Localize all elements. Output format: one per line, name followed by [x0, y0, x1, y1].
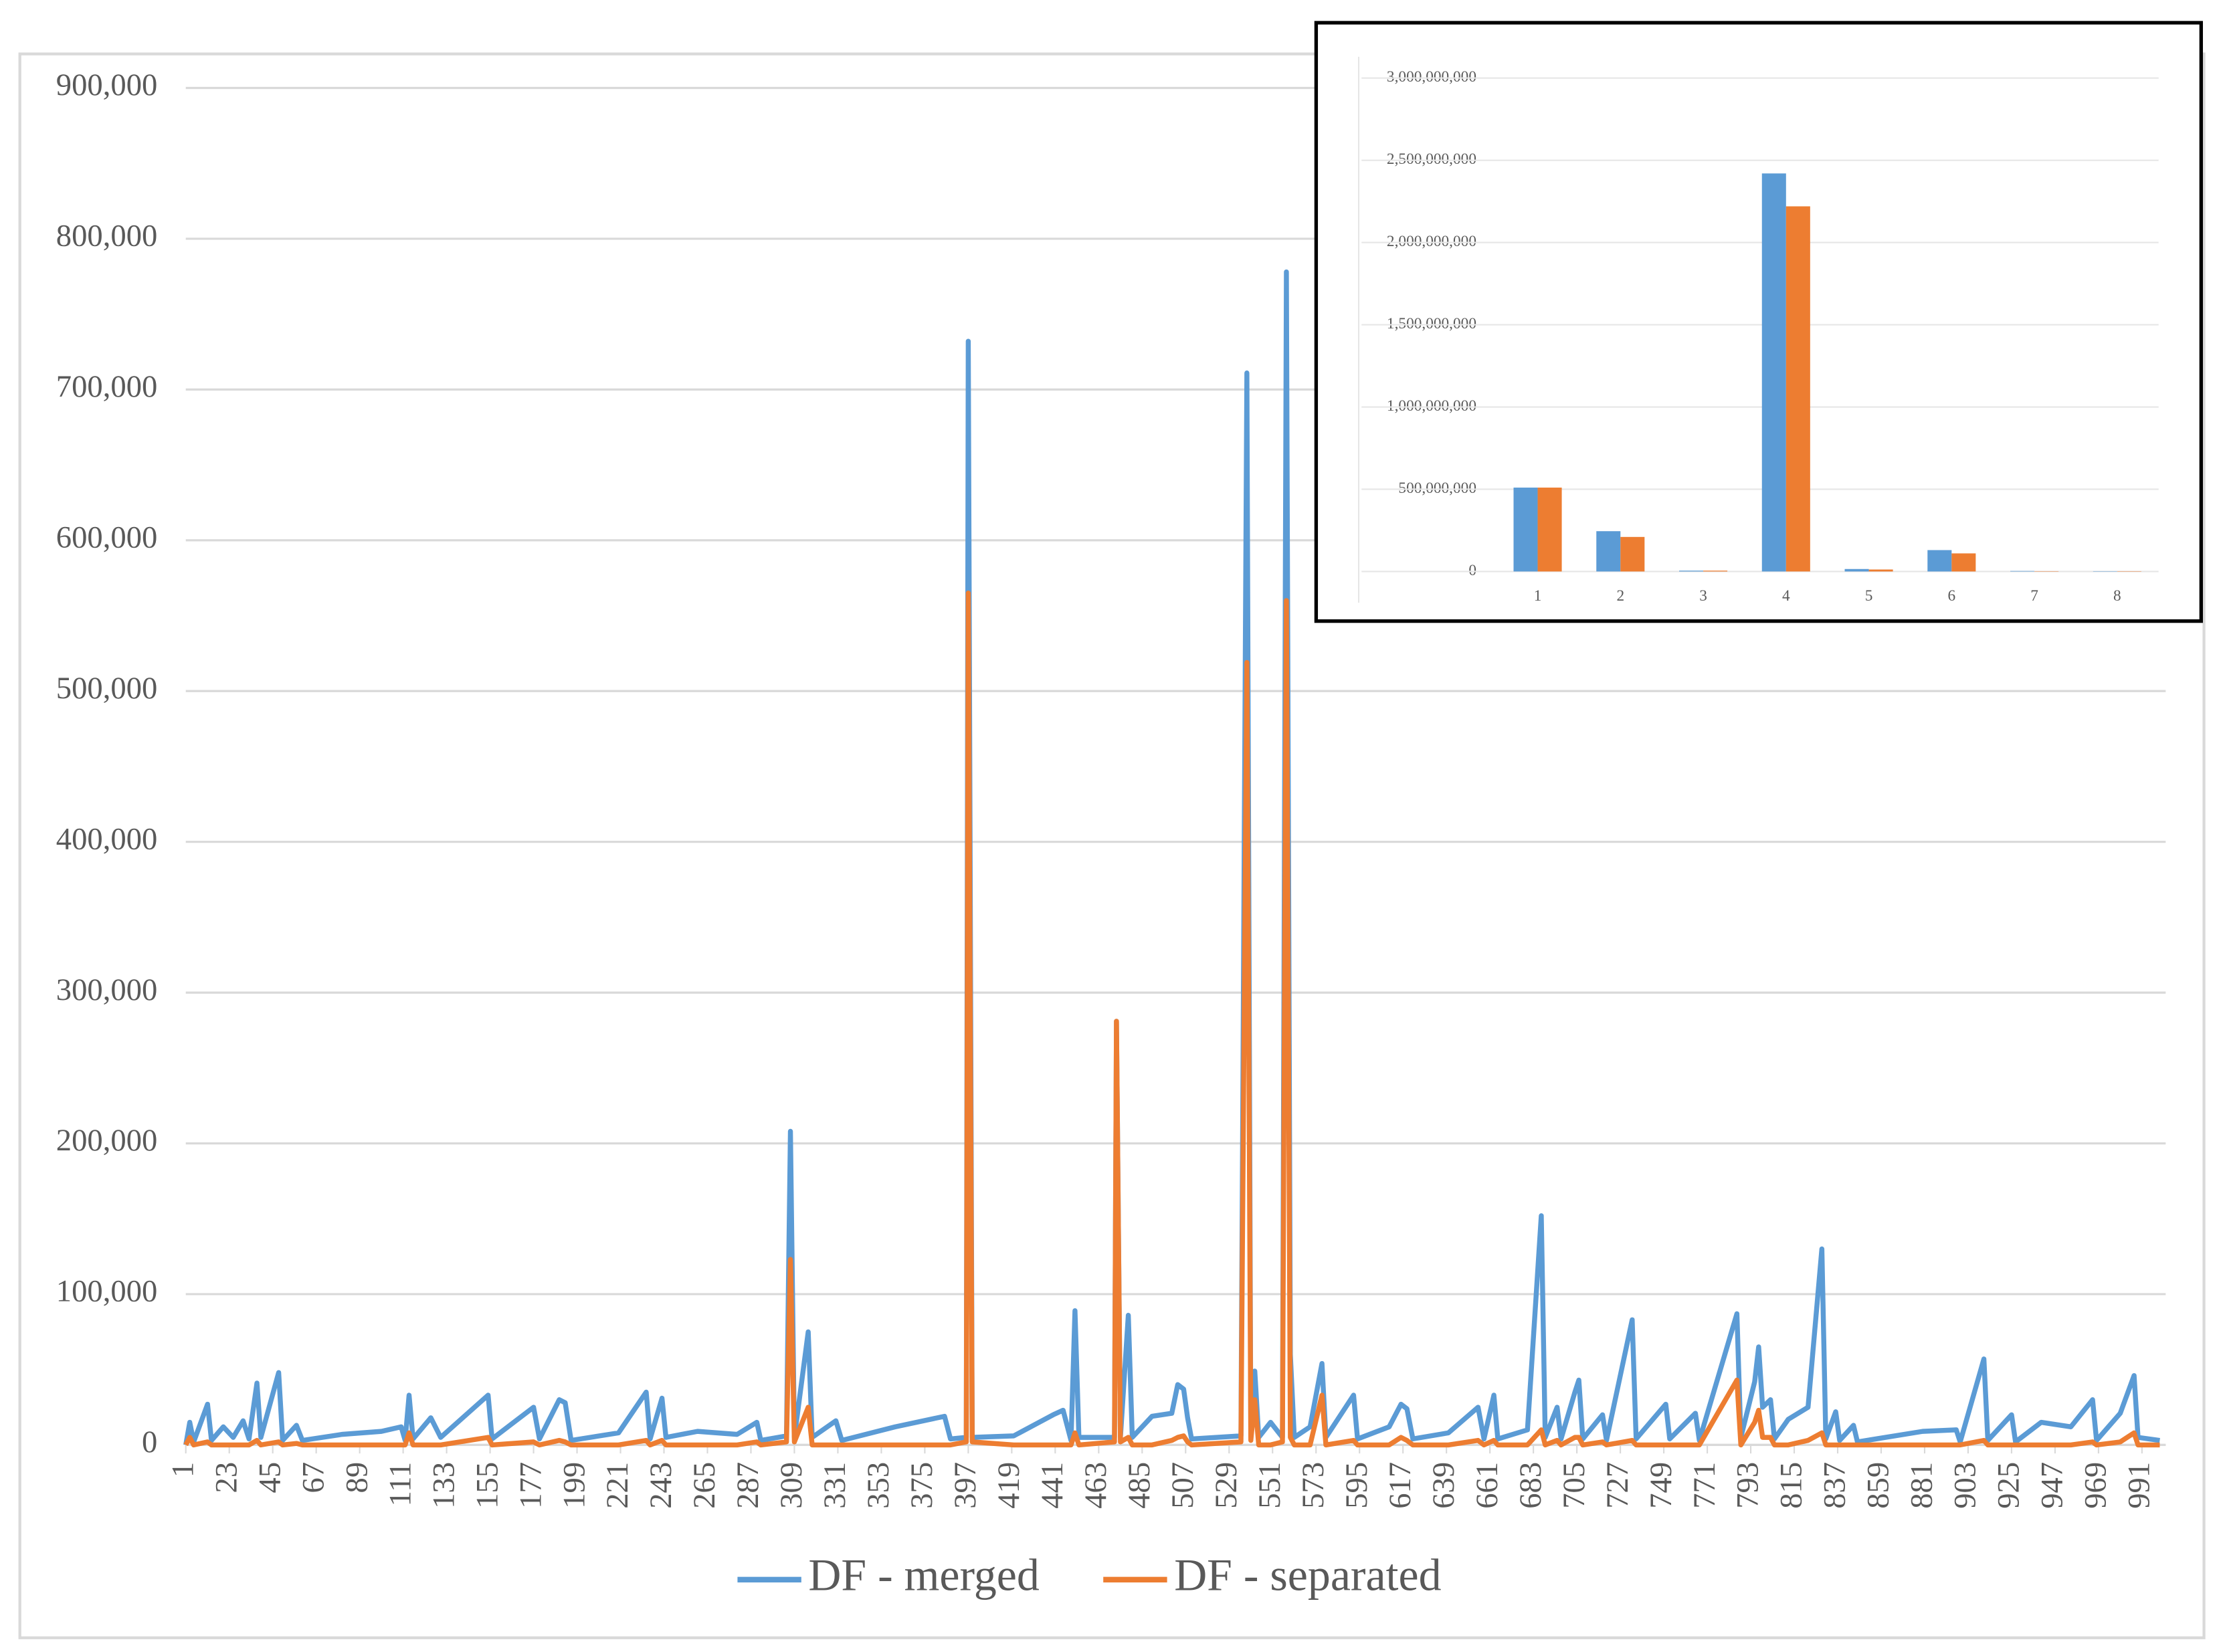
- bar: [1868, 569, 1893, 572]
- y-tick-label: 500,000: [56, 671, 158, 706]
- x-tick-label: 991: [2122, 1462, 2157, 1509]
- series-line: [183, 591, 2160, 1448]
- x-tick-label: 551: [1252, 1462, 1287, 1509]
- x-tick-label: 903: [1948, 1462, 1983, 1509]
- x-tick-label: 881: [1905, 1462, 1939, 1509]
- y-tick-label: 400,000: [56, 821, 158, 856]
- x-tick-label: 617: [1383, 1462, 1418, 1509]
- x-tick-label: 221: [600, 1462, 635, 1509]
- x-tick-label: 683: [1513, 1462, 1548, 1509]
- x-tick-label: 815: [1774, 1462, 1809, 1509]
- bar: [1537, 488, 1562, 572]
- bar: [1927, 550, 1952, 572]
- x-tick-label: 727: [1600, 1462, 1635, 1509]
- legend-label: DF - separated: [1174, 1550, 1441, 1600]
- y-tick-label: 1,500,000,000: [1387, 315, 1476, 332]
- inset-border: [1314, 21, 2203, 623]
- x-tick-label: 309: [774, 1462, 809, 1509]
- y-tick-label: 900,000: [56, 68, 158, 102]
- x-tick-label: 1: [165, 1462, 200, 1477]
- x-tick-label: 969: [2079, 1462, 2113, 1509]
- y-tick-label: 0: [1468, 562, 1476, 579]
- x-tick-label: 749: [1644, 1462, 1678, 1509]
- bar: [1513, 488, 1538, 572]
- bar: [1761, 173, 1786, 572]
- y-tick-label: 2,000,000,000: [1387, 233, 1476, 250]
- x-tick-label: 1: [1534, 587, 1542, 605]
- bar: [1620, 536, 1645, 572]
- x-tick-label: 23: [209, 1462, 244, 1493]
- x-tick-label: 287: [731, 1462, 765, 1509]
- y-tick-label: 2,500,000,000: [1387, 150, 1476, 168]
- x-tick-label: 155: [470, 1462, 504, 1509]
- x-tick-label: 441: [1035, 1462, 1070, 1509]
- y-tick-label: 1,000,000,000: [1387, 397, 1476, 415]
- y-tick-label: 600,000: [56, 520, 158, 555]
- bar: [1844, 569, 1869, 572]
- y-tick-label: 300,000: [56, 972, 158, 1007]
- x-tick-label: 3: [1699, 587, 1707, 605]
- x-tick-label: 661: [1470, 1462, 1505, 1509]
- x-tick-label: 771: [1687, 1462, 1722, 1509]
- x-tick-label: 177: [513, 1462, 548, 1509]
- x-tick-label: 4: [1782, 587, 1790, 605]
- x-tick-label: 133: [426, 1462, 461, 1509]
- x-tick-label: 463: [1078, 1462, 1113, 1509]
- bar: [1596, 531, 1621, 572]
- y-tick-label: 500,000,000: [1398, 480, 1476, 497]
- x-tick-label: 243: [644, 1462, 678, 1509]
- y-tick-label: 0: [142, 1425, 157, 1459]
- x-tick-label: 331: [817, 1462, 852, 1509]
- x-tick-label: 89: [339, 1462, 374, 1493]
- x-tick-label: 705: [1557, 1462, 1591, 1509]
- x-tick-label: 6: [1947, 587, 1955, 605]
- bar: [2010, 571, 2035, 572]
- bar: [1785, 206, 1810, 572]
- x-tick-label: 265: [687, 1462, 722, 1509]
- inset-chart: 0 500,000,000 1,000,000,000 1,500,000,000 2,…: [1357, 56, 2159, 605]
- bar: [1951, 553, 1976, 572]
- x-tick-label: 111: [383, 1462, 417, 1506]
- x-tick-label: 7: [2030, 587, 2038, 605]
- x-tick-label: 5: [1865, 587, 1873, 605]
- x-tick-label: 573: [1296, 1462, 1331, 1509]
- x-tick-label: 639: [1426, 1462, 1461, 1509]
- y-tick-label: 700,000: [56, 369, 158, 404]
- x-tick-label: 485: [1122, 1462, 1157, 1509]
- x-tick-label: 507: [1165, 1462, 1200, 1509]
- x-tick-label: 837: [1818, 1462, 1852, 1509]
- y-tick-label: 3,000,000,000: [1387, 68, 1476, 86]
- legend-label: DF - merged: [808, 1550, 1039, 1600]
- x-tick-label: 859: [1861, 1462, 1896, 1509]
- x-tick-label: 199: [557, 1462, 591, 1509]
- y-tick-label: 200,000: [56, 1123, 158, 1158]
- x-tick-label: 375: [904, 1462, 939, 1509]
- x-tick-label: 353: [861, 1462, 896, 1509]
- x-tick-label: 8: [2113, 587, 2121, 605]
- x-tick-label: 419: [991, 1462, 1026, 1509]
- x-tick-label: 2: [1616, 587, 1624, 605]
- x-tick-label: 595: [1339, 1462, 1374, 1509]
- y-tick-label: 800,000: [56, 219, 158, 253]
- x-tick-label: 947: [2035, 1462, 2070, 1509]
- x-tick-label: 45: [252, 1462, 287, 1493]
- x-tick-label: 925: [1992, 1462, 2026, 1509]
- x-tick-label: 793: [1731, 1462, 1765, 1509]
- y-tick-label: 100,000: [56, 1274, 158, 1309]
- x-tick-label: 529: [1209, 1462, 1244, 1509]
- x-tick-label: 397: [948, 1462, 983, 1509]
- x-tick-label: 67: [296, 1462, 330, 1493]
